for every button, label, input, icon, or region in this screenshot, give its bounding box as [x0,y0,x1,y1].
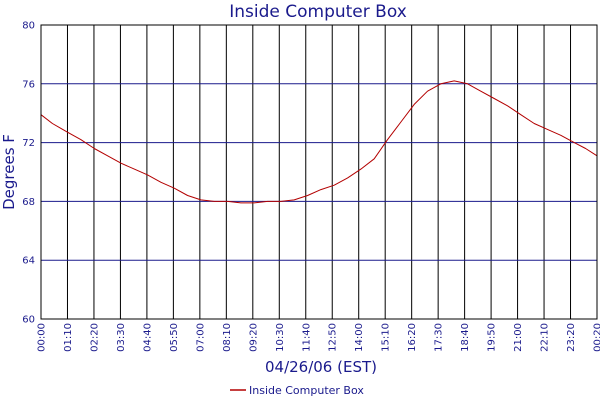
x-tick-label: 21:00 [513,323,524,352]
y-tick-labels: 60 64 68 72 76 80 [22,21,35,326]
x-tick-label: 11:40 [301,323,312,352]
x-tick-label: 14:00 [354,323,365,352]
legend: Inside Computer Box [230,384,364,397]
x-tick-label: 23:20 [566,323,577,352]
x-tick-label: 10:30 [275,323,286,352]
plot-area [40,24,598,320]
y-axis-label: Degrees F [0,134,18,210]
y-tick-label: 68 [22,197,35,208]
x-tick-label: 03:30 [116,323,127,352]
chart-title: Inside Computer Box [229,2,407,22]
x-tick-label: 16:20 [407,323,418,352]
y-tick-label: 60 [22,315,35,326]
x-tick-label: 08:10 [222,323,233,352]
x-tick-label: 18:40 [460,323,471,352]
x-tick-label: 02:20 [89,323,100,352]
grid [40,24,598,320]
x-tick-label: 17:30 [434,323,445,352]
y-tick-label: 64 [22,256,35,267]
legend-label: Inside Computer Box [249,384,364,397]
x-tick-label: 05:50 [169,323,180,352]
x-tick-label: 19:50 [487,323,498,352]
series-layer [40,80,598,204]
x-axis-label: 04/26/06 (EST) [265,358,377,376]
x-tick-label: 01:10 [63,323,74,352]
x-tick-labels: 00:00 01:10 02:20 03:30 04:40 05:50 07:00 08:10… [37,323,600,352]
x-tick-label: 12:50 [328,323,339,352]
y-tick-label: 76 [22,79,35,90]
x-tick-label: 07:00 [195,323,206,352]
x-tick-label: 15:10 [381,323,392,352]
x-tick-label: 04:40 [142,323,153,352]
y-tick-label: 80 [22,21,35,32]
y-tick-label: 72 [22,138,35,149]
x-tick-label: 00:20 [593,323,600,352]
x-tick-label: 22:10 [540,323,551,352]
x-tick-label: 09:20 [248,323,259,352]
x-tick-label: 00:00 [37,323,48,352]
series-line [40,80,598,204]
